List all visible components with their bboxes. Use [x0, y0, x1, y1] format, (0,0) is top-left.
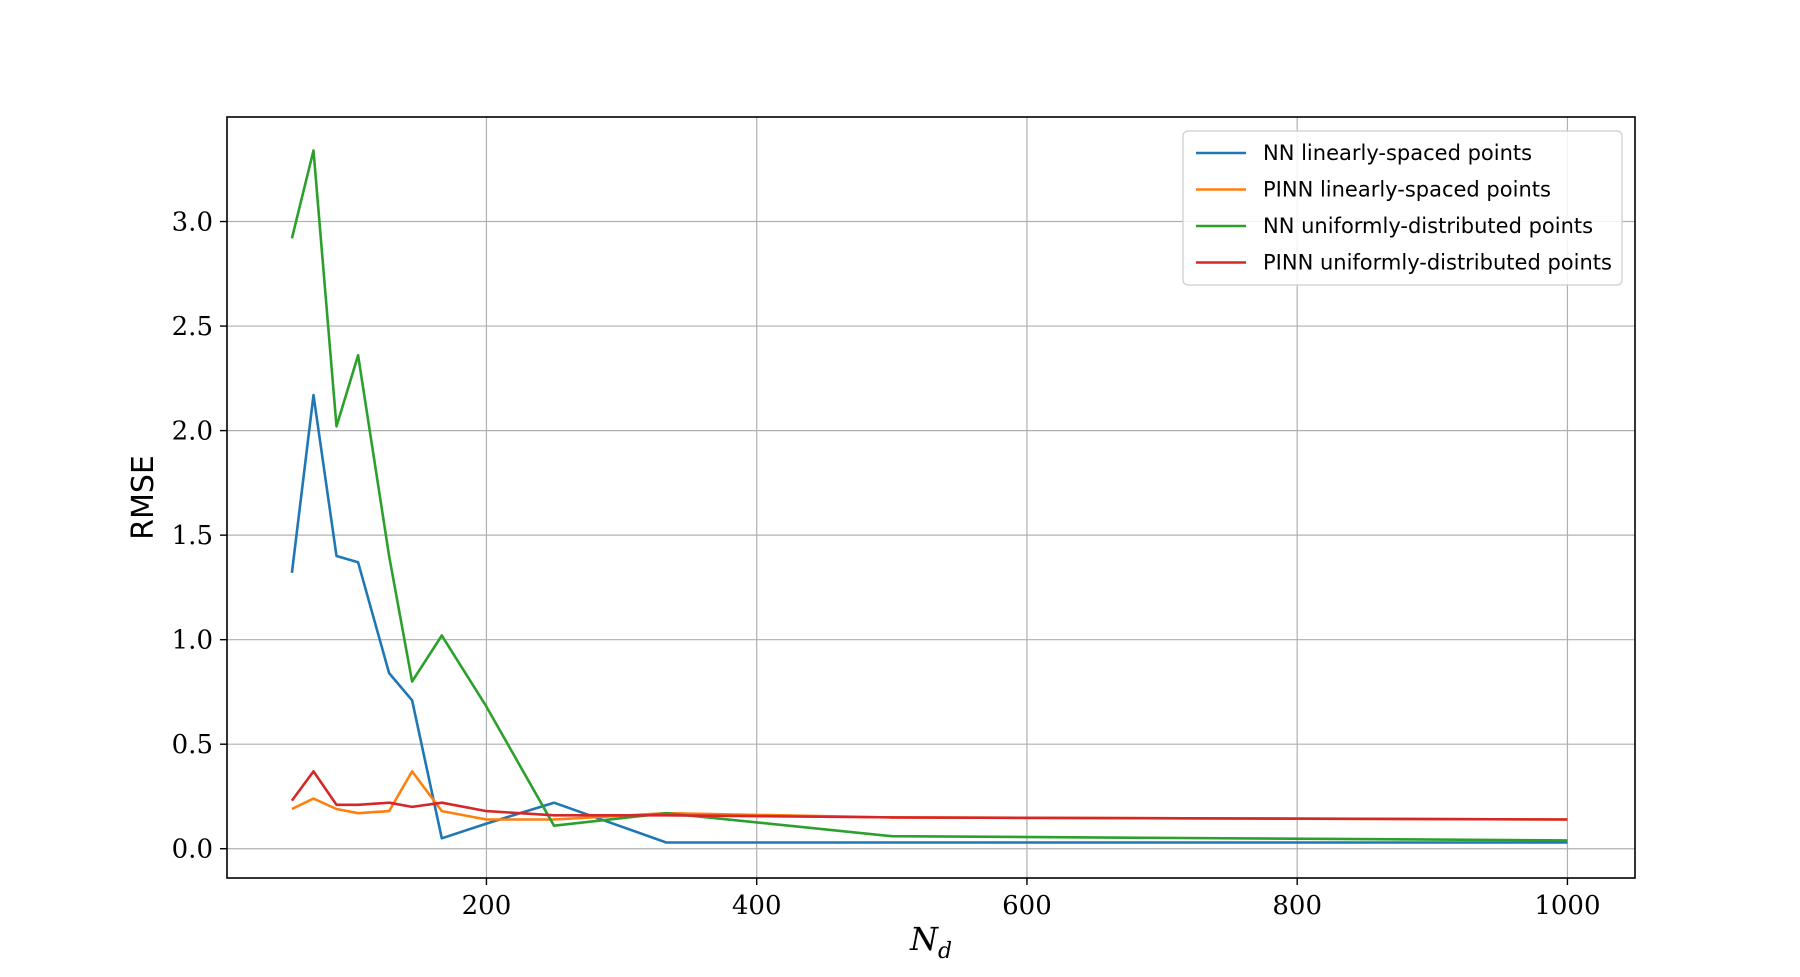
series-line-4	[290, 770, 1568, 821]
x-tick-label: 400	[732, 891, 782, 921]
series-line-3	[290, 149, 1568, 842]
x-tick-label: 800	[1272, 891, 1322, 921]
x-tick-label: 200	[462, 891, 512, 921]
y-axis-label: RMSE	[126, 455, 161, 540]
legend-box	[1182, 130, 1623, 286]
y-tick-label: 1.0	[172, 626, 213, 656]
plot-frame	[226, 116, 1636, 879]
series-lines	[290, 149, 1568, 844]
y-tick-label: 2.5	[172, 312, 213, 342]
legend-entry-label: NN uniformly-distributed points	[1263, 214, 1593, 238]
series-line-1	[290, 393, 1568, 844]
series-line-2	[291, 770, 1568, 821]
x-axis-label: Nd	[909, 920, 952, 964]
y-axis-ticks: 0.0 0.5 1.0 1.5 2.0 2.5 3.0	[172, 208, 227, 865]
x-tick-label: 600	[1002, 891, 1052, 921]
y-tick-label: 3.0	[172, 208, 213, 238]
legend-entry-label: NN linearly-spaced points	[1263, 141, 1532, 165]
y-tick-label: 1.5	[172, 521, 213, 551]
legend-entry-label: PINN uniformly-distributed points	[1263, 251, 1612, 275]
y-tick-label: 0.5	[172, 730, 213, 760]
x-tick-label: 1000	[1534, 891, 1600, 921]
y-tick-label: 0.0	[172, 835, 213, 865]
grid	[227, 117, 1635, 878]
y-tick-label: 2.0	[172, 417, 213, 447]
legend: NN linearly-spaced points PINN linearly-s…	[1182, 130, 1623, 286]
x-axis-ticks: 200 400 600 800 1000	[462, 878, 1601, 921]
legend-entry-label: PINN linearly-spaced points	[1263, 178, 1551, 202]
x-axis-label-main: N	[909, 920, 939, 958]
x-axis-label-sub: d	[938, 939, 952, 964]
